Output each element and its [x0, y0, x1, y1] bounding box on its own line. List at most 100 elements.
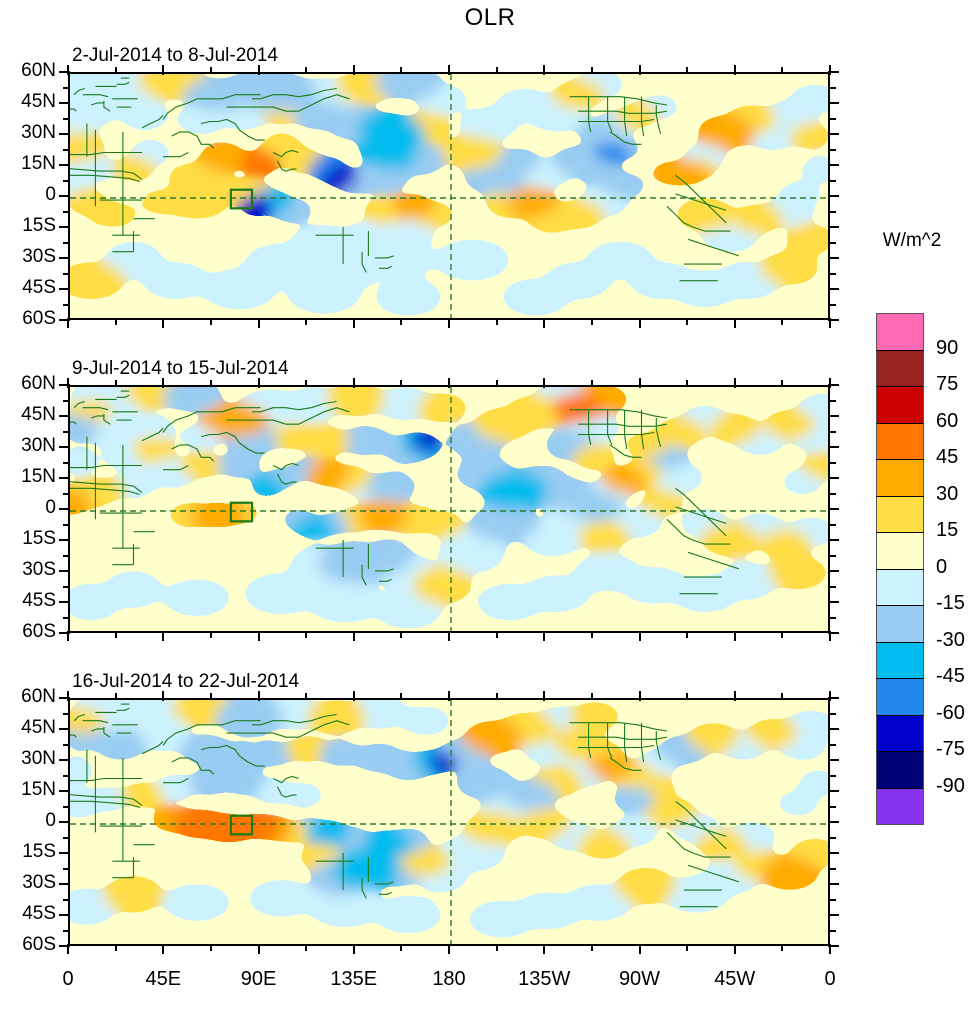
ytick-major	[59, 759, 70, 761]
ytick-minor	[63, 86, 70, 89]
ytick-minor	[63, 210, 70, 213]
ytick-label-30N: 30N	[21, 122, 56, 143]
colorbar-label-90: 90	[936, 336, 959, 359]
xtick-minor	[209, 380, 212, 387]
xtick-major	[543, 65, 546, 75]
xtick-minor	[305, 944, 308, 951]
ytick-label-15N: 15N	[21, 779, 56, 800]
ytick-major-right	[828, 570, 839, 572]
colorbar-band-1	[876, 349, 924, 387]
ytick-label-60N: 60N	[21, 60, 56, 81]
map-canvas-3	[70, 700, 828, 944]
ytick-minor	[63, 523, 70, 526]
xtick-major	[257, 631, 260, 641]
xtick-major	[638, 378, 641, 388]
ytick-major-right	[828, 601, 839, 603]
ytick-major-right	[828, 790, 839, 792]
ytick-minor	[829, 929, 836, 932]
colorbar-band-10	[876, 678, 924, 716]
ytick-major	[59, 164, 70, 166]
xtick-major	[733, 65, 736, 75]
xtick-major	[162, 944, 165, 954]
ytick-major-right	[828, 288, 839, 290]
xtick-minor	[400, 944, 403, 951]
ytick-label-45N: 45N	[21, 717, 56, 738]
colorbar-band-0	[876, 313, 924, 351]
ytick-major-right	[828, 508, 839, 510]
colorbar-label--90: -90	[936, 774, 965, 797]
ytick-label-45S: 45S	[22, 903, 56, 924]
xtick-label-0: 0	[824, 968, 836, 990]
xtick-label-90E: 90E	[240, 968, 277, 990]
xtick-minor	[781, 318, 784, 325]
colorbar-label-0: 0	[936, 555, 948, 578]
ytick-minor	[829, 898, 836, 901]
panel-title-1: 2-Jul-2014 to 8-Jul-2014	[72, 45, 278, 66]
xtick-major	[733, 378, 736, 388]
ytick-major-right	[828, 384, 839, 386]
xtick-minor	[114, 318, 117, 325]
ytick-label-45N: 45N	[21, 91, 56, 112]
xtick-minor	[686, 631, 689, 638]
xtick-major	[829, 318, 831, 328]
ytick-label-15N: 15N	[21, 466, 56, 487]
ytick-major	[59, 697, 70, 699]
ytick-label-45S: 45S	[22, 277, 56, 298]
xtick-major	[67, 65, 69, 75]
colorbar-label--60: -60	[936, 701, 965, 724]
colorbar-band-9	[876, 641, 924, 679]
anomaly-field-1	[70, 74, 828, 316]
ytick-minor	[63, 805, 70, 808]
xtick-minor	[590, 693, 593, 700]
xtick-major	[257, 691, 260, 701]
ytick-minor	[829, 554, 836, 557]
ytick-major	[59, 632, 70, 634]
ytick-major	[59, 102, 70, 104]
xtick-minor	[305, 631, 308, 638]
xtick-minor	[400, 67, 403, 74]
ytick-major-right	[828, 446, 839, 448]
ytick-minor	[829, 867, 836, 870]
ytick-minor	[63, 712, 70, 715]
xtick-minor	[781, 631, 784, 638]
ytick-major-right	[828, 164, 839, 166]
ytick-minor	[829, 805, 836, 808]
colorbar-units-label: W/m^2	[882, 230, 942, 251]
xtick-major	[829, 65, 831, 75]
ytick-minor	[829, 86, 836, 89]
ytick-minor	[829, 430, 836, 433]
ytick-minor	[63, 616, 70, 619]
ytick-major-right	[828, 697, 839, 699]
region-of-interest-box	[229, 501, 254, 523]
ytick-minor	[829, 743, 836, 746]
xtick-major	[162, 691, 165, 701]
ytick-minor	[63, 898, 70, 901]
ytick-minor	[63, 554, 70, 557]
ytick-minor	[63, 241, 70, 244]
ytick-major	[59, 257, 70, 259]
xtick-label-180: 180	[432, 968, 466, 990]
xtick-major	[638, 65, 641, 75]
xtick-major	[352, 944, 355, 954]
xtick-minor	[781, 67, 784, 74]
ytick-label-0: 0	[45, 810, 56, 831]
ytick-label-0: 0	[45, 184, 56, 205]
xtick-minor	[686, 380, 689, 387]
ytick-major-right	[828, 102, 839, 104]
political-borders-3	[70, 703, 740, 908]
colorbar-band-13	[876, 787, 924, 825]
xtick-minor	[686, 693, 689, 700]
xtick-minor	[590, 318, 593, 325]
xtick-minor	[781, 693, 784, 700]
ytick-label-60S: 60S	[22, 308, 56, 329]
map-2	[68, 385, 830, 633]
map-1	[68, 72, 830, 320]
colorbar-label-15: 15	[936, 519, 959, 541]
map-canvas-1	[70, 74, 828, 318]
xtick-major	[829, 691, 831, 701]
xtick-major	[162, 65, 165, 75]
colorbar-label-60: 60	[936, 409, 959, 432]
colorbar-band-2	[876, 386, 924, 424]
